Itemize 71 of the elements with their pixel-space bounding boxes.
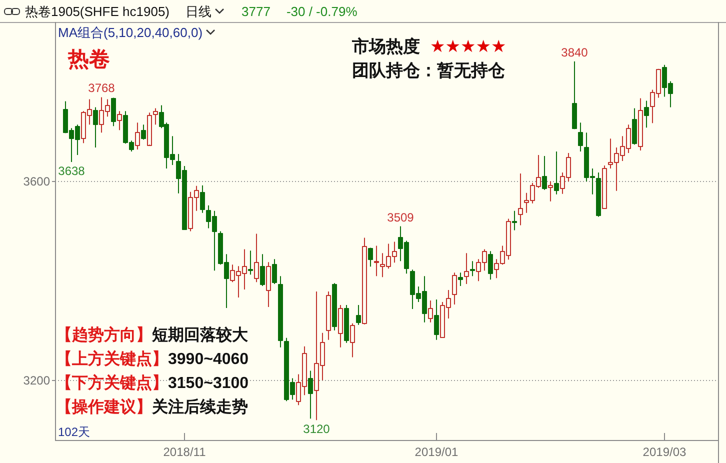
annotation: 3509 — [387, 210, 414, 224]
candlestick — [554, 151, 559, 195]
candlestick — [596, 172, 601, 218]
candlestick — [362, 237, 367, 325]
candlestick — [518, 172, 523, 226]
annotation: 【趋势方向】 — [56, 325, 152, 344]
text: 日线 — [186, 4, 212, 19]
candlestick — [452, 272, 457, 305]
text: -30 / -0.79% — [286, 4, 358, 19]
candlestick — [326, 291, 331, 340]
y-tick-label: 3200 — [23, 374, 50, 388]
annotation: 【下方关键点】 — [56, 373, 168, 392]
candlestick — [254, 233, 259, 283]
candlestick — [356, 304, 361, 326]
candlestick — [200, 184, 205, 214]
candlestick — [248, 250, 253, 276]
y-tick-label: 3600 — [23, 174, 50, 188]
candlestick — [644, 100, 649, 128]
annotation: ★★★★★ — [430, 37, 506, 56]
annotation: 关注后续走势 — [151, 398, 248, 416]
candlestick — [344, 304, 349, 344]
annotation: 3768 — [88, 81, 116, 96]
candlestick — [488, 250, 493, 280]
candlestick — [141, 124, 146, 140]
annotation: 团队持仓：暂无持仓 — [352, 61, 506, 80]
candlestick — [602, 164, 607, 209]
candlestick — [308, 370, 313, 420]
candlestick — [512, 210, 517, 231]
candlestick — [338, 304, 343, 348]
candlestick — [260, 254, 265, 287]
annotation: 3990~4060 — [168, 351, 249, 368]
candlestick — [470, 260, 475, 277]
x-tick-label: 2019/01 — [414, 445, 459, 459]
annotation: 热卷 — [67, 48, 110, 71]
annotation: MA组合(5,10,20,40,60,0) — [58, 25, 203, 40]
candlestick — [542, 156, 547, 190]
candlestick — [147, 112, 152, 146]
candlestick — [374, 245, 379, 277]
candlestick — [428, 300, 433, 323]
annotation: 3638 — [58, 164, 86, 178]
candlestick — [638, 98, 643, 152]
annotation: 【操作建议】 — [56, 398, 152, 416]
candlestick — [117, 110, 122, 131]
candlestick — [464, 252, 469, 285]
annotation: 短期回落较大 — [151, 326, 249, 344]
candlestick — [266, 262, 271, 308]
candlestick — [111, 97, 116, 127]
candlestick — [278, 276, 283, 348]
candlestick — [368, 247, 373, 268]
candlestick — [332, 282, 337, 331]
candlestick — [572, 60, 577, 130]
candlestick — [434, 299, 439, 340]
candlestick — [272, 258, 277, 285]
x-tick-label: 2018/11 — [163, 445, 206, 459]
annotation: 102天 — [58, 425, 90, 439]
x-tick-label: 2019/03 — [642, 445, 687, 459]
candlestick — [458, 272, 463, 287]
candlestick — [93, 106, 98, 148]
candlestick — [153, 108, 158, 126]
annotation: 【上方关键点】 — [56, 349, 168, 368]
candlestick — [578, 122, 583, 152]
candlestick — [548, 180, 553, 202]
text: 3777 — [242, 4, 270, 19]
annotation: 3150~3100 — [168, 375, 249, 392]
candlestick — [632, 108, 637, 146]
chart-title: 热卷1905(SHFE hc1905) — [25, 4, 170, 19]
annotation: 3840 — [561, 45, 588, 60]
annotation: 市场热度 — [351, 37, 420, 56]
annotation: 3120 — [303, 422, 330, 436]
candlestick — [350, 322, 355, 358]
candlestick — [135, 122, 140, 150]
